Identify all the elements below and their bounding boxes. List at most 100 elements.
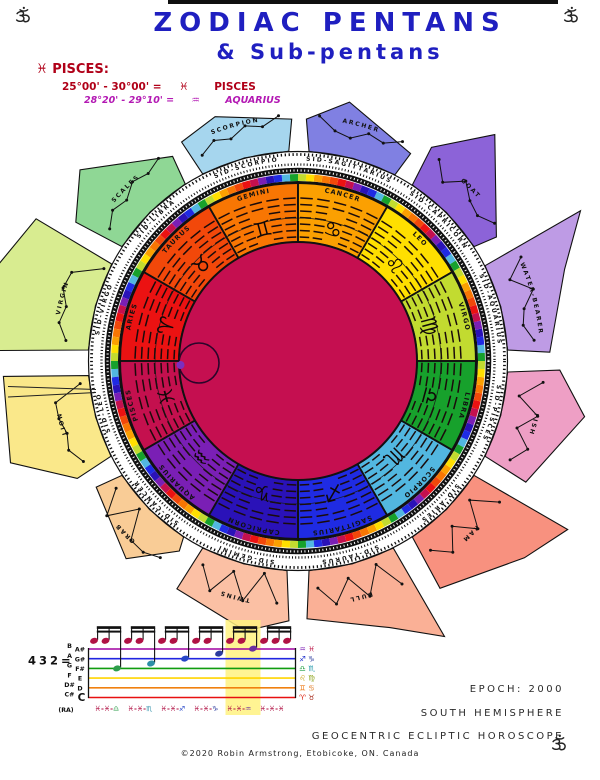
note-head: [124, 637, 132, 644]
constellation-scales: [75, 155, 186, 248]
top-border-bar: [168, 0, 558, 4]
note-head: [215, 650, 223, 657]
scale-sign-glyph: ♋: [308, 683, 315, 692]
pentan-sign-glyph: ♓: [179, 81, 189, 93]
scale-sign-glyph: ♒: [299, 645, 306, 654]
note-head: [192, 637, 200, 644]
note-letter: A: [67, 653, 72, 660]
constellation-goat: [411, 133, 497, 248]
constellation-stick-figure: [55, 383, 84, 462]
note-head: [271, 637, 280, 644]
scale-sign-glyph: ♉: [308, 693, 315, 702]
constellation-fish: [484, 369, 586, 483]
pentan-sequence: ♓-♓-♐: [161, 705, 186, 713]
pentan-sequence: ♓-♓-♎: [95, 705, 120, 713]
note-head: [181, 655, 189, 662]
note-head: [283, 637, 291, 644]
note-head: [113, 665, 121, 672]
constellation-scorpion: [180, 114, 293, 175]
pentan-sign-name: PISCES: [214, 81, 256, 93]
ra-label: (RA): [58, 707, 73, 714]
pentan-range: 25°00' - 30°00' =: [62, 81, 162, 93]
note-letter: E: [78, 676, 82, 683]
note-head: [90, 637, 98, 644]
highlight-band: [225, 620, 261, 715]
note-letter: A#: [75, 647, 85, 654]
west-gap-line: [7, 392, 97, 398]
pentan-sequence: ♓-♓-♒: [227, 705, 252, 713]
pentan-sequence: ♓-♓-♏: [128, 705, 153, 713]
note-head: [237, 637, 246, 644]
constellation-label: LION: [56, 411, 69, 436]
constellation-stick-figure: [317, 563, 403, 605]
note-group: [124, 626, 156, 667]
note-head: [226, 637, 234, 644]
page-title: ZODIAC PENTANS: [153, 8, 507, 38]
subpentan-range: 28°20' - 29°10' =: [84, 95, 175, 106]
tuning-label: 432=: [28, 654, 74, 668]
note-group: [90, 626, 122, 672]
subpentan-range-line: 28°20' - 29°10' = ♒ AQUARIUS: [84, 95, 281, 106]
note-head: [147, 660, 155, 667]
note-letter: F: [67, 672, 71, 679]
om-icon: [551, 734, 566, 751]
note-group: [158, 626, 190, 662]
note-head: [249, 645, 257, 652]
scale-sign-glyph: ♍: [308, 674, 315, 683]
constellation-stick-figure: [509, 381, 544, 461]
scale-sign-glyph: ♈: [299, 693, 306, 702]
scale-sign-glyph: ♓: [308, 645, 315, 654]
west-gap-line: [7, 386, 97, 390]
marker-dot: [176, 361, 185, 369]
constellation-stick-figure: [201, 115, 279, 156]
scale-sign-glyph: ♊: [299, 683, 306, 692]
constellation-stick-figure: [319, 115, 403, 144]
note-letter: C#: [65, 692, 75, 699]
note-letter: D#: [64, 682, 75, 689]
note-group: [260, 626, 292, 644]
constellation-label: FISH: [527, 412, 540, 436]
epoch-label: EPOCH: 2000: [469, 684, 564, 695]
constellation-stick-figure: [509, 256, 535, 341]
scale-sign-glyph: ♎: [299, 664, 306, 673]
constellation-stick-figure: [438, 159, 495, 224]
scale-sign-glyph: ♌: [299, 674, 306, 683]
om-icon: [15, 6, 30, 23]
sign-segment-aries: [118, 270, 196, 362]
note-head: [203, 637, 212, 644]
subpentan-sign-name: AQUARIUS: [225, 95, 281, 106]
pentan-sequence: ♓-♓-♑: [194, 705, 219, 713]
subpentan-sign-glyph: ♒: [191, 95, 200, 106]
note-letter: B: [67, 643, 72, 650]
note-letter: F#: [75, 666, 85, 673]
sign-segment-libra: [400, 360, 478, 452]
hemisphere-label: SOUTH HEMISPHERE: [420, 708, 564, 719]
constellation-stick-figure: [109, 158, 159, 229]
constellation-stick-figure: [58, 268, 104, 341]
note-group: [192, 626, 224, 657]
constellation-stick-figure: [202, 564, 278, 604]
note-letter: D: [77, 685, 82, 692]
note-letter: G#: [75, 656, 85, 663]
constellation-stick-figure: [106, 488, 161, 559]
scale-sign-glyph: ♏: [308, 664, 315, 673]
constellation-lion: [2, 375, 112, 479]
page-subtitle: & Sub-pentans: [216, 40, 444, 64]
note-letter: G: [67, 663, 72, 670]
note-head: [135, 637, 144, 644]
sign-segment-taurus: [142, 205, 240, 303]
note-group: [226, 626, 258, 652]
pisces-legend-header: ♓ PISCES:: [36, 62, 109, 77]
note-head: [101, 637, 110, 644]
pisces-glyph: ♓: [36, 62, 48, 77]
note-head: [158, 637, 166, 644]
pentan-range-line: 25°00' - 30°00' = ♓ PISCES: [62, 81, 256, 93]
note-head: [169, 637, 178, 644]
scale-sign-glyph: ♐: [299, 654, 306, 663]
copyright: ©2020 Robin Armstrong, Etobicoke, ON. Ca…: [180, 749, 420, 758]
scale-sign-glyph: ♑: [308, 654, 315, 663]
sign-segment-gemini: [207, 181, 299, 259]
om-icon: [563, 6, 578, 23]
